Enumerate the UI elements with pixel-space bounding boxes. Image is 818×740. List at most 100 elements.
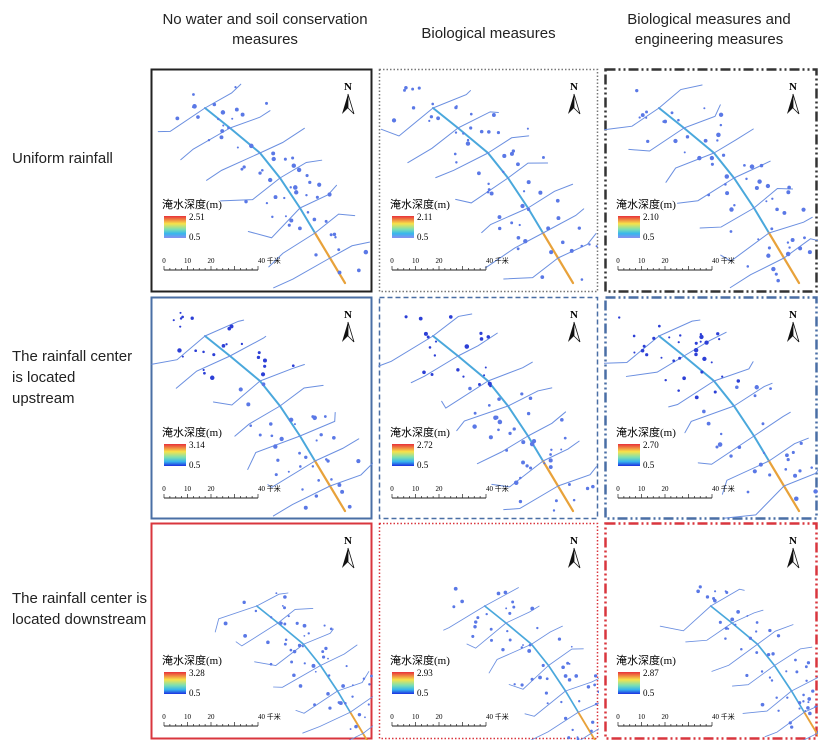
river-cell — [304, 455, 308, 459]
river-cell — [771, 197, 774, 200]
river-cell — [806, 661, 811, 665]
river — [254, 643, 304, 666]
river — [729, 257, 785, 289]
river — [721, 460, 770, 495]
river-cell — [746, 615, 749, 617]
river-cell — [404, 315, 408, 319]
panel-border — [604, 522, 818, 740]
legend-bar — [392, 216, 414, 238]
river — [548, 648, 584, 666]
river-cell — [523, 239, 528, 244]
river-cell — [240, 342, 244, 346]
river-cell — [275, 592, 278, 595]
river-cell — [283, 157, 287, 161]
river-cell — [293, 185, 298, 190]
river-cell — [327, 657, 329, 660]
river-cell — [212, 353, 216, 357]
river-cell — [556, 216, 561, 221]
river-cell — [453, 152, 457, 156]
north-arrow — [792, 93, 800, 115]
river-cell — [179, 325, 182, 328]
river-cell — [776, 278, 780, 283]
river — [731, 609, 764, 624]
river-cell — [730, 617, 735, 622]
river-cell — [434, 340, 438, 343]
river-cell — [266, 640, 270, 645]
river-cell — [785, 670, 788, 673]
river-cell — [505, 607, 508, 610]
river-cell — [362, 677, 366, 680]
scale-label: 40 千米 — [712, 256, 735, 265]
river-cell — [525, 464, 529, 468]
river-cell — [516, 247, 520, 251]
river-cell — [660, 356, 663, 359]
river-cell — [502, 153, 507, 159]
river — [659, 605, 712, 632]
river-cell — [785, 251, 791, 257]
river-cell — [428, 119, 431, 122]
col-head: No water and soil conservation measures — [162, 11, 368, 48]
river-cell — [548, 465, 553, 469]
river-cell — [771, 652, 775, 656]
river — [774, 646, 813, 666]
river-cell — [683, 151, 686, 154]
river-network — [604, 84, 818, 289]
river-cell — [354, 724, 358, 729]
river-cell — [314, 253, 318, 257]
river-cell — [768, 473, 772, 477]
river-cell — [345, 665, 348, 668]
legend-title: 淹水深度(m) — [162, 653, 222, 667]
river-cell — [260, 372, 266, 377]
river-cell — [677, 118, 680, 122]
legend-title: 淹水深度(m) — [390, 197, 450, 211]
river — [757, 624, 794, 645]
river-cell — [714, 590, 717, 593]
river-cell — [460, 599, 464, 604]
river-cell — [798, 469, 802, 473]
river-cell — [529, 466, 533, 470]
river-cell — [476, 616, 480, 620]
river-network — [443, 586, 599, 740]
river-cell — [635, 88, 639, 93]
river-cell — [546, 226, 551, 231]
river-cell — [513, 480, 519, 486]
river-cell — [240, 167, 244, 171]
river-cell — [576, 737, 580, 740]
row-head: The rainfall center is located upstream — [12, 348, 133, 407]
river-cell — [487, 404, 491, 407]
river — [378, 335, 434, 367]
river-cell — [746, 265, 750, 268]
river-cell — [693, 347, 699, 353]
river-cell — [807, 701, 810, 704]
river — [235, 622, 279, 647]
river-network — [151, 311, 373, 517]
river-cell — [546, 702, 549, 705]
river-cell — [566, 661, 570, 665]
river-cell — [735, 385, 739, 390]
river-cell — [776, 634, 781, 638]
north-arrow — [342, 548, 348, 568]
river-cell — [311, 663, 316, 668]
river-cell — [455, 161, 458, 164]
river — [768, 437, 809, 462]
river-cell — [663, 119, 668, 124]
river-cell — [554, 499, 558, 503]
river-cell — [560, 448, 563, 451]
river-cell — [370, 674, 373, 678]
river-cell — [784, 467, 788, 471]
north-arrow — [568, 322, 574, 342]
legend-title: 淹水深度(m) — [616, 653, 676, 667]
river — [557, 233, 597, 259]
river-cell — [465, 141, 471, 146]
river-cell — [423, 331, 428, 336]
river-cell — [477, 171, 481, 176]
river-cell — [798, 701, 802, 705]
river-cell — [479, 331, 483, 335]
river-cell — [677, 389, 680, 392]
river-cell — [593, 674, 598, 678]
legend-max: 2.70 — [643, 440, 659, 450]
legend-min: 0.5 — [643, 460, 655, 470]
river — [410, 355, 459, 384]
river-cell — [757, 179, 762, 184]
legend-max: 3.28 — [189, 668, 205, 678]
